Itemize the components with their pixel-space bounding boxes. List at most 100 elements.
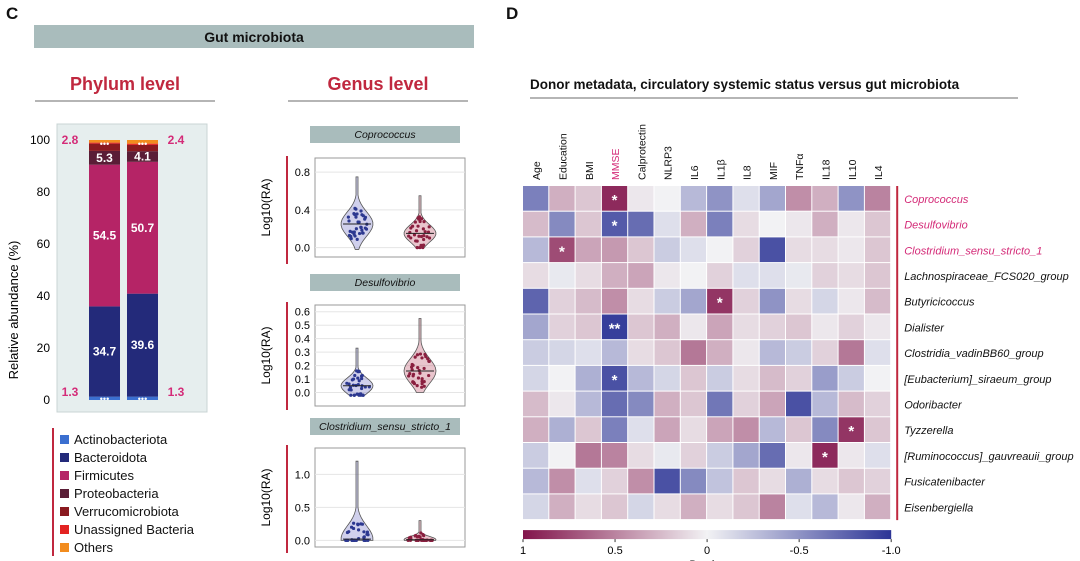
phylum-level-title: Phylum level: [69, 74, 181, 94]
phylum-y-tick-label: 0: [43, 393, 50, 407]
violin-data-point: [356, 370, 360, 374]
violin-y-tick-label: 0.5: [295, 320, 310, 332]
panel-d-letter: D: [506, 4, 519, 23]
heatmap-cell: [601, 391, 628, 417]
heatmap-cell: [733, 263, 759, 288]
heatmap-cell: [628, 211, 654, 237]
bar-segment-unassigned-bacteria: [127, 143, 158, 145]
bar-segment-bacteroidota: [89, 306, 120, 397]
phylum-y-tick-label: 80: [37, 185, 51, 199]
heatmap-cell: [838, 443, 864, 468]
violin-data-point: [418, 352, 423, 356]
violin-data-point: [426, 230, 431, 234]
violin-data-point: [353, 234, 357, 238]
heatmap-cell: [707, 391, 733, 417]
violin-data-point: [356, 523, 360, 527]
heatmap-cell: [812, 237, 838, 263]
violin-data-point: [360, 228, 364, 232]
heatmap-cell: [759, 237, 785, 263]
heatmap-cell: [654, 443, 680, 468]
violin-data-point: [424, 355, 428, 359]
legend-swatch: [60, 524, 69, 534]
heatmap-cell: [628, 186, 654, 211]
heatmap-cell: [628, 391, 654, 417]
bar-segment-firmicutes: [89, 164, 120, 307]
violin-data-point: [419, 217, 424, 221]
violin-data-point: [349, 393, 353, 397]
bar-segment-unassigned-bacteria: [89, 142, 120, 144]
heatmap-cell: [707, 186, 733, 211]
heatmap-cell: [864, 211, 891, 237]
violin-data-point: [347, 530, 351, 534]
violin-data-point: [353, 538, 357, 542]
heatmap-column-label: IL6: [689, 165, 701, 180]
genus-banner-desulfovibrio: Desulfovibrio: [310, 274, 460, 291]
heatmap-cell: [812, 365, 838, 391]
legend-label: Firmicutes: [74, 467, 134, 483]
heatmap-cell: [680, 365, 707, 391]
heatmap-cell: [680, 468, 707, 494]
violin-data-point: [409, 236, 413, 240]
heatmap-cell: [864, 417, 891, 442]
heatmap-column-label: TNFα: [794, 154, 806, 180]
bar-segment-firmicutes: [127, 161, 158, 294]
heatmap-cell: [549, 340, 575, 365]
heatmap-column-label: BMI: [584, 161, 596, 180]
violin-y-axis-label: Log10(RA): [259, 468, 273, 526]
violin-data-point: [416, 376, 421, 380]
heatmap-cell: [864, 365, 891, 391]
heatmap-cell: [575, 391, 601, 417]
heatmap-cell: [864, 314, 891, 340]
heatmap-cell: [786, 365, 812, 391]
heatmap-column-label: Education: [557, 133, 569, 180]
violin-data-point: [420, 377, 424, 381]
violin-plot-frame: [314, 157, 466, 258]
violin-y-tick-label: 0.1: [295, 374, 310, 386]
significance-marker: **: [609, 320, 621, 337]
violin-data-point: [422, 534, 426, 538]
colorbar-tick-label: -0.5: [790, 545, 809, 557]
violin-data-point: [360, 386, 364, 391]
violin-data-point: [357, 393, 361, 397]
violin-data-point: [356, 376, 360, 380]
heatmap-cell: [812, 314, 838, 340]
violin1-accent-bar: [286, 156, 288, 264]
violin-chart-coprococcus: Log10(RA) 0.0 0.4 0.8: [259, 157, 466, 258]
heatmap-cell: [628, 263, 654, 288]
heatmap-cell: [707, 494, 733, 520]
legend-swatch: [60, 434, 69, 444]
colorbar-label: P-value: [688, 559, 725, 561]
heatmap-cell: [601, 417, 628, 442]
significance-marker: *: [848, 423, 854, 440]
legend-swatch: [60, 542, 69, 552]
heatmap-cell: [759, 365, 785, 391]
heatmap-cell: [812, 211, 838, 237]
violin-data-point: [426, 357, 430, 361]
heatmap-column-label: IL10: [847, 159, 859, 180]
heatmap-cell: [864, 340, 891, 365]
heatmap-cell: [549, 391, 575, 417]
heatmap-column-label: Calprotectin: [636, 124, 648, 180]
violin2-accent-bar: [286, 302, 288, 410]
heatmap-cell: [601, 468, 628, 494]
heatmap-cell: [838, 468, 864, 494]
heatmap-cell: [575, 263, 601, 288]
heatmap-cell: [654, 211, 680, 237]
heatmap-title: Donor metadata, circulatory systemic sta…: [530, 77, 960, 92]
violin-data-point: [363, 538, 367, 542]
heatmap-cell: [654, 314, 680, 340]
phylum-y-tick-label: 60: [37, 237, 51, 251]
violin-y-tick-label: 0.6: [295, 307, 310, 319]
legend-label: Others: [74, 539, 114, 555]
bar-segment-actinobacteriota: [127, 396, 158, 400]
bar-inside-label: 34.7: [93, 345, 117, 359]
violin-data-point: [357, 536, 361, 541]
phylum-stacked-bar-chart: Relative abundance (%) 0 20 40 60 80 100 34.7…: [6, 123, 208, 413]
violin-data-point: [354, 207, 358, 211]
violin-data-point: [357, 379, 361, 383]
heatmap-cell: [733, 365, 759, 391]
bar-inside-label: 39.6: [131, 338, 155, 352]
violin-data-point: [423, 230, 427, 234]
heatmap-cell: [549, 237, 575, 263]
heatmap-cell: [838, 417, 864, 442]
